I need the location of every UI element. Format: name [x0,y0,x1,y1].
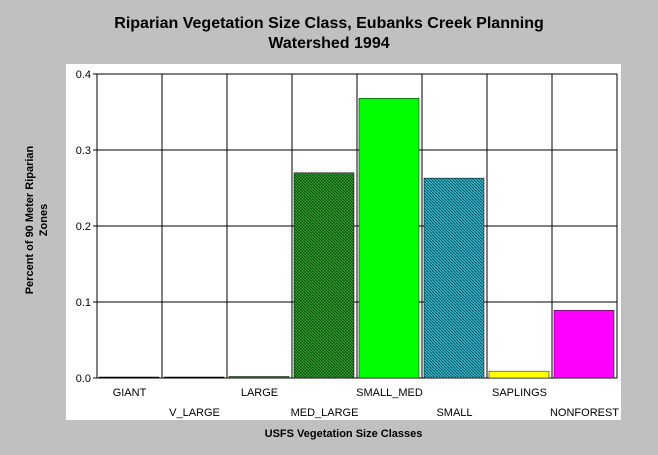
y-tick-labels: 0.0 0.1 0.2 0.3 0.4 [76,69,91,385]
x-tick-label: GIANT [113,387,147,399]
x-axis-label: USFS Vegetation Size Classes [264,428,423,440]
x-tick-label: SMALL [436,407,472,419]
chart-title: Riparian Vegetation Size Class, Eubanks … [0,14,658,54]
y-axis-label-line1: Percent of 90 Meter Riparian [24,145,36,295]
bars [98,98,615,379]
y-axis-label: Percent of 90 Meter Riparian Zones [23,120,51,320]
x-tick-label: LARGE [241,387,278,399]
x-tick-label: MED_LARGE [291,407,359,419]
chart-title-line2: Watershed 1994 [268,35,390,52]
bar-saplings [488,370,550,379]
bar-giant [98,376,160,379]
bar-small [423,177,485,379]
x-tick-label: SMALL_MED [356,387,423,399]
y-tick-label: 0.2 [76,221,91,233]
x-tick-label: NONFOREST [550,407,619,419]
bar-v-large [163,376,225,379]
grid-lines [93,73,618,379]
bar-large [228,376,290,379]
x-tick-label: V_LARGE [169,407,220,419]
y-tick-label: 0.1 [76,297,91,309]
x-tick-label: SAPLINGS [492,387,547,399]
bar-small-med [358,98,420,379]
y-tick-label: 0.4 [76,69,91,81]
y-tick-label: 0.3 [76,145,91,157]
chart-title-line1: Riparian Vegetation Size Class, Eubanks … [114,15,544,32]
y-axis-label-line2: Zones [38,203,50,237]
bar-med-large [293,172,355,379]
bar-nonforest [553,310,615,379]
y-tick-label: 0.0 [76,373,91,385]
x-tick-labels: GIANT V_LARGE LARGE MED_LARGE SMALL_MED SMALL… [113,387,620,419]
